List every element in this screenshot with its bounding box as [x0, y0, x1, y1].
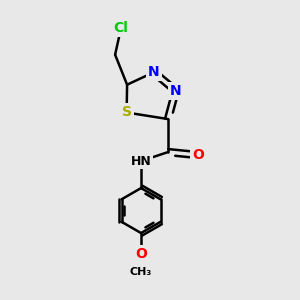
- Text: Cl: Cl: [114, 21, 128, 35]
- Text: S: S: [122, 106, 132, 119]
- Text: CH₃: CH₃: [130, 267, 152, 277]
- Text: O: O: [135, 247, 147, 261]
- Text: N: N: [148, 65, 160, 79]
- Text: N: N: [170, 84, 182, 98]
- Text: HN: HN: [131, 154, 152, 168]
- Text: O: O: [192, 148, 204, 162]
